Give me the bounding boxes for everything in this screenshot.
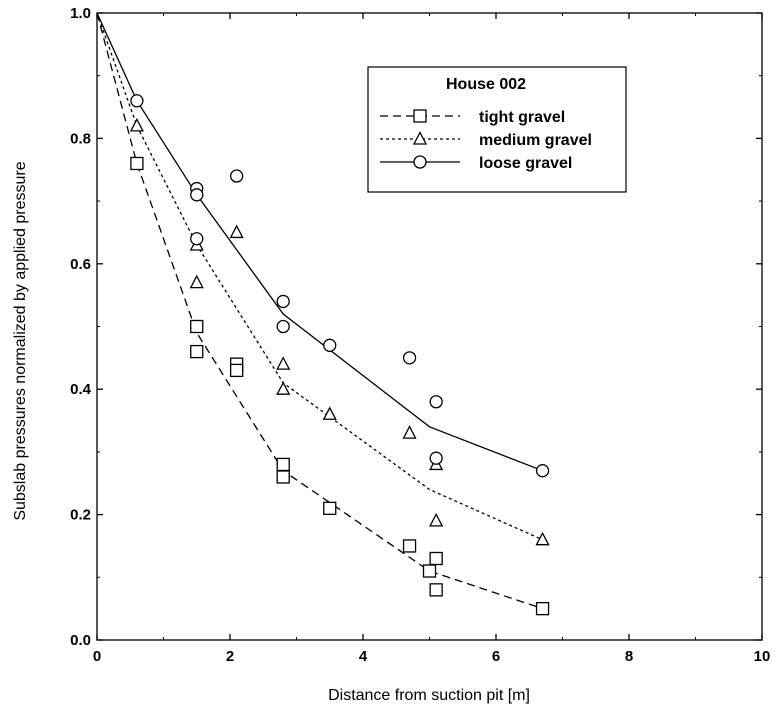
tight-gravel-fit-line [96,12,543,610]
medium-gravel-point [129,117,144,132]
legend-box [367,66,627,193]
tight-gravel-point [130,156,144,171]
tight-gravel-legend-label: tight gravel [479,109,565,126]
x-tick-label: 0 [93,648,101,665]
x-axis: 0 2 4 6 8 10 [93,13,771,665]
x-tick-label: 2 [226,648,234,665]
medium-gravel-point [402,425,417,439]
tight-gravel-point [429,551,443,566]
loose-gravel-point [429,451,443,465]
loose-gravel-legend-marker [413,155,427,169]
y-tick-label: 1.0 [70,5,91,22]
loose-gravel-legend-label: loose gravel [479,155,572,172]
x-tick-label: 10 [754,648,771,665]
loose-gravel-point [276,294,290,309]
loose-gravel-point [429,395,443,409]
legend-title: House 002 [446,76,526,93]
loose-gravel-point [190,232,204,246]
tight-gravel-point [429,583,443,597]
y-tick-label: 0.6 [70,256,91,273]
medium-gravel-point [322,406,337,420]
tight-gravel-point [229,363,244,378]
loose-gravel-point [130,94,144,108]
medium-gravel-point [535,531,550,546]
medium-gravel-point [189,274,204,289]
medium-gravel-point [229,224,244,239]
y-tick-label: 0.0 [70,632,91,649]
y-axis-title: Subslab pressures normalized by applied … [12,161,29,520]
tight-gravel-point [402,539,417,553]
x-tick-label: 8 [625,648,633,665]
tight-gravel-point [190,344,204,359]
data-points [129,94,550,616]
loose-gravel-point [229,169,244,183]
tight-gravel-point [535,602,550,616]
tight-gravel-point [276,470,290,484]
medium-gravel-point [429,512,444,527]
y-tick-label: 0.4 [70,381,92,398]
tight-gravel-point [422,564,437,578]
medium-gravel-legend-label: medium gravel [479,132,592,149]
fit-lines [96,12,543,610]
loose-gravel-point [402,351,417,365]
y-axis: 0.0 0.2 0.4 0.6 0.8 1.0 [70,5,762,649]
y-tick-label: 0.2 [70,507,91,524]
y-tick-label: 0.8 [70,130,91,147]
tight-gravel-point [323,501,337,515]
loose-gravel-point [276,319,290,334]
x-tick-label: 4 [359,648,368,665]
loose-gravel-fit-line [96,12,543,472]
medium-gravel-point [276,356,291,370]
legend: House 002 tight gravel medium gravel loose… [367,66,627,193]
tight-gravel-point [276,457,290,472]
loose-gravel-point [323,338,337,352]
x-axis-title: Distance from suction pit [m] [328,687,530,704]
x-tick-label: 6 [492,648,500,665]
loose-gravel-point [535,464,550,478]
medium-gravel-legend-marker [412,131,428,145]
tight-gravel-legend-marker [413,109,427,123]
medium-gravel-point [276,381,291,395]
loose-gravel-point [190,188,204,202]
tight-gravel-point [190,319,204,334]
